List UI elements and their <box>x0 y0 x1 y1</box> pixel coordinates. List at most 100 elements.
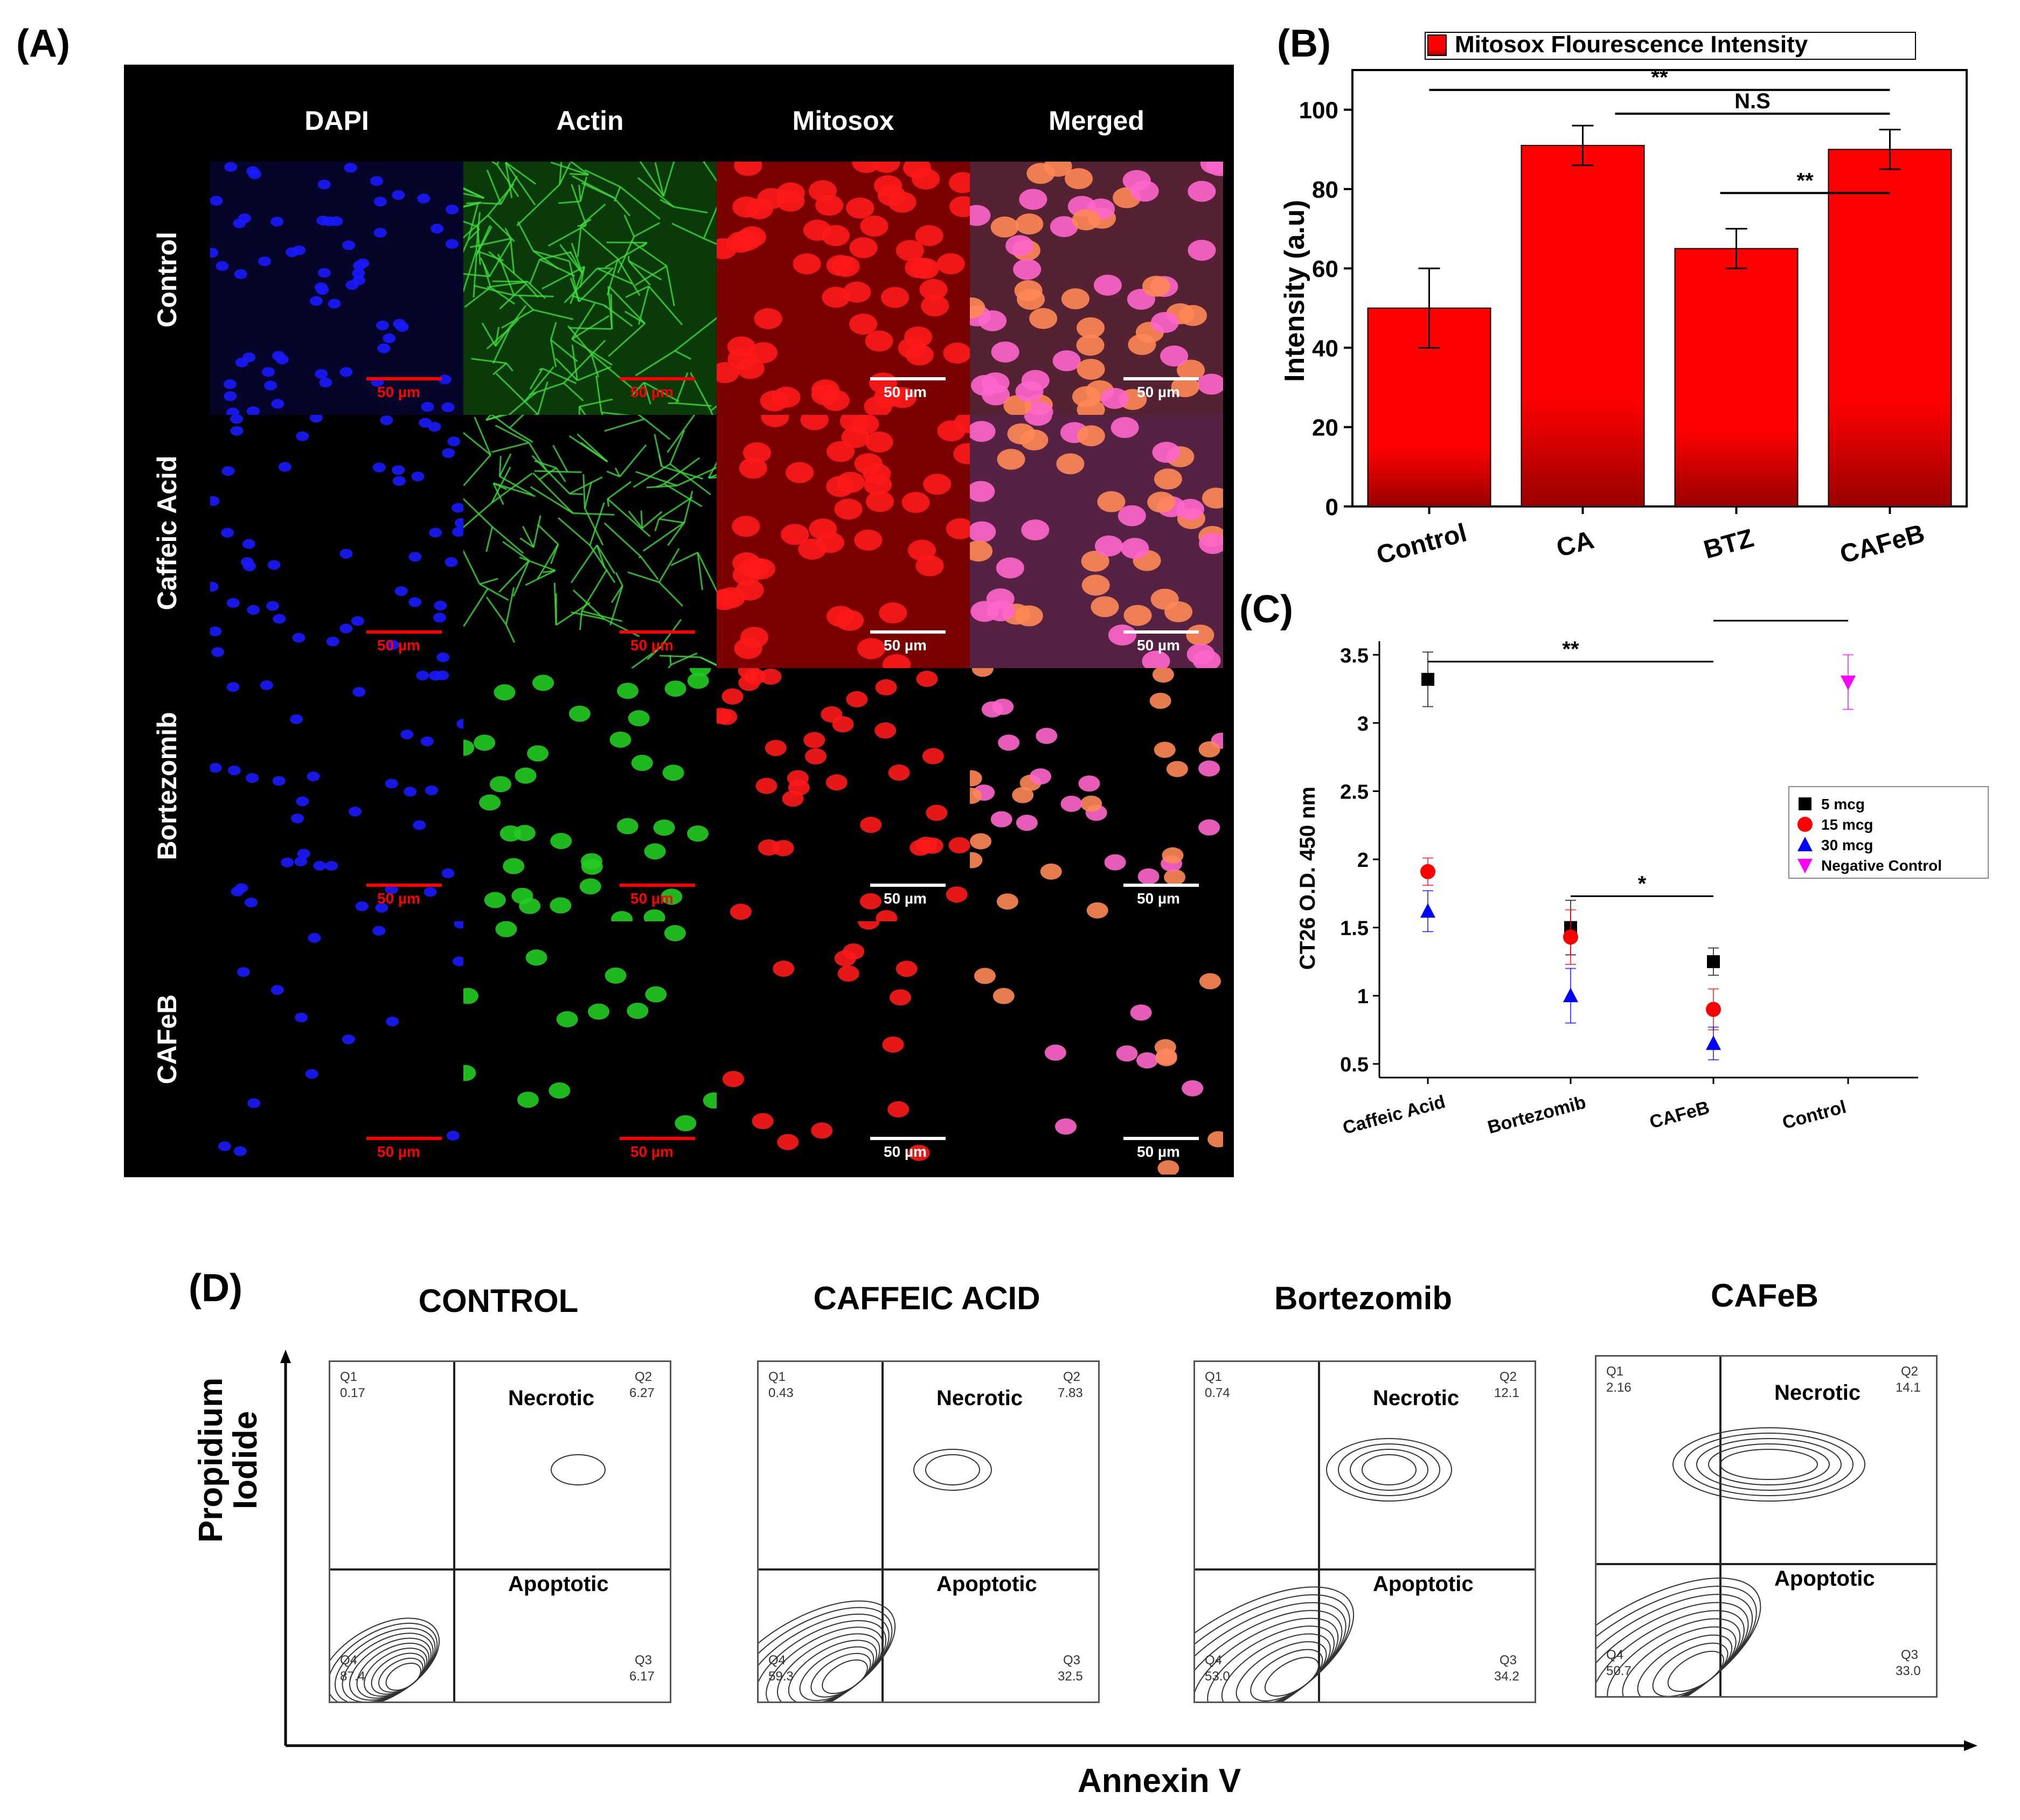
flow-title: CAFeB <box>1710 1277 1818 1314</box>
legend-label: Negative Control <box>1821 857 1942 874</box>
scale-bar <box>870 377 946 380</box>
y-tick-label: 0 <box>1325 494 1338 520</box>
y-tick-label: 1.5 <box>1340 918 1369 940</box>
x-tick-label: CAFeB <box>1837 519 1927 569</box>
row-label-bortezomib: Bortezomib <box>152 712 182 860</box>
x-tick-label: Caffeic Acid <box>1341 1092 1447 1138</box>
col-header-merged: Merged <box>1049 106 1144 136</box>
legend-box <box>1425 32 1916 60</box>
row-label-caffeic-acid: Caffeic Acid <box>152 455 182 610</box>
scale-bar-label: 50 µm <box>377 890 420 907</box>
legend-marker <box>1797 817 1813 832</box>
scale-bar <box>620 377 695 380</box>
scale-bar-label: 50 µm <box>630 384 674 400</box>
scale-bar-label: 50 µm <box>884 637 927 654</box>
x-tick-label: CAFeB <box>1647 1097 1711 1133</box>
scale-bar <box>366 377 442 380</box>
y-tick-label: 20 <box>1312 415 1338 441</box>
y-tick-label: 80 <box>1312 177 1338 203</box>
legend-marker <box>1797 837 1813 851</box>
plot-frame <box>1351 69 1968 508</box>
panel-label-b: (B) <box>1277 22 1331 65</box>
scale-bar <box>620 1137 695 1140</box>
bar <box>1828 149 1952 508</box>
legend-label: Mitosox Flourescence Intensity <box>1455 31 1808 58</box>
flow-title: CAFFEIC ACID <box>813 1280 1040 1316</box>
scale-bar-label: 50 µm <box>630 890 674 907</box>
pi-label-line1: Propidium <box>192 1377 230 1543</box>
scale-bar <box>1123 884 1199 887</box>
data-point <box>1420 864 1435 879</box>
scale-bar-label: 50 µm <box>884 1143 927 1160</box>
legend-box <box>1788 786 1989 879</box>
scale-bar <box>1123 1137 1199 1140</box>
scale-bar <box>1123 630 1199 634</box>
x-tick-label: Bortezomib <box>1486 1092 1588 1138</box>
data-point <box>1421 672 1434 686</box>
image-cafeb-merged: 50 µm <box>970 921 1223 1175</box>
data-point <box>1706 1035 1721 1050</box>
panel-label-d: (D) <box>189 1267 242 1310</box>
y-tick-label: 3.5 <box>1340 644 1369 667</box>
data-point <box>1841 675 1856 690</box>
data-point <box>1420 903 1435 918</box>
data-point <box>1563 929 1578 945</box>
y-tick-label: 2.5 <box>1340 781 1369 803</box>
scale-bar-label: 50 µm <box>377 384 420 400</box>
col-header-mitosox: Mitosox <box>792 106 894 136</box>
y-tick-label: 1 <box>1357 985 1369 1008</box>
image-bortezomib-dapi: 50 µm <box>210 668 463 921</box>
y-tick-label: 40 <box>1312 335 1338 362</box>
x-tick-label: Control <box>1780 1096 1849 1133</box>
significance-label: ** <box>1796 169 1814 192</box>
scale-bar-label: 50 µm <box>1137 1143 1180 1160</box>
image-control-merged: 50 µm <box>970 162 1223 415</box>
flow-title: Bortezomib <box>1274 1280 1452 1316</box>
data-point <box>1707 955 1720 968</box>
scale-bar-label: 50 µm <box>377 637 420 654</box>
data-point <box>1706 1002 1721 1017</box>
col-header-actin: Actin <box>556 106 624 136</box>
scale-bar-label: 50 µm <box>377 1143 420 1160</box>
microscopy-panel: DAPI Actin Mitosox Merged Control Caffei… <box>124 65 1234 1177</box>
od-scatter-chart: CT26 O.D. 450 nm 0.5 1 1.5 2 2.5 3 3.5 Caffeic … <box>1296 609 1989 1138</box>
bar <box>1521 144 1645 507</box>
scale-bar-label: 50 µm <box>630 1143 674 1160</box>
image-control-dapi: 50 µm <box>210 162 463 415</box>
significance-label: N.S <box>1734 89 1771 113</box>
legend-swatch <box>1427 34 1447 56</box>
x-tick-label: CA <box>1553 525 1597 562</box>
image-caffeic-acid-dapi: 50 µm <box>210 415 463 668</box>
y-axis-label: CT26 O.D. 450 nm <box>1296 787 1320 970</box>
significance-label: * <box>1638 872 1647 895</box>
legend-label: 15 mcg <box>1821 816 1873 833</box>
image-cafeb-mitosox: 50 µm <box>717 921 970 1175</box>
legend-marker <box>1797 859 1813 873</box>
image-grid: 50 µm 50 µm 50 µm 50 µm 50 µm 50 µm 50 µm 50 µm… <box>210 162 1223 1175</box>
image-control-mitosox: 50 µm <box>717 162 970 415</box>
pi-label-line2: Iodide <box>227 1411 264 1510</box>
col-header-dapi: DAPI <box>304 106 369 136</box>
legend-marker <box>1799 797 1811 810</box>
scale-bar <box>620 884 695 887</box>
significance-label: ** <box>1651 66 1668 89</box>
legend-label: 5 mcg <box>1821 796 1865 812</box>
image-cafeb-dapi: 50 µm <box>210 921 463 1175</box>
scale-bar-label: 50 µm <box>630 637 674 654</box>
legend-label: 30 mcg <box>1821 837 1873 853</box>
scale-bar-label: 50 µm <box>884 890 927 907</box>
scale-bar-label: 50 µm <box>1137 637 1180 654</box>
row-label-control: Control <box>152 232 182 328</box>
scale-bar <box>366 884 442 887</box>
image-caffeic-acid-actin: 50 µm <box>463 415 717 668</box>
image-control-actin: 50 µm <box>463 162 717 415</box>
scale-bar <box>1123 377 1199 380</box>
mitosox-bar-chart: Mitosox Flourescence Intensity Intensity… <box>1279 31 1968 570</box>
scale-bar-label: 50 µm <box>884 384 927 400</box>
significance-label: ** <box>1772 609 1789 620</box>
flow-axes <box>280 1350 1977 1751</box>
pi-axis-label: Propidium Iodide <box>192 1369 264 1552</box>
image-caffeic-acid-mitosox: 50 µm <box>717 415 970 668</box>
scale-bar-label: 50 µm <box>1137 384 1180 400</box>
image-caffeic-acid-merged: 50 µm <box>970 415 1223 668</box>
